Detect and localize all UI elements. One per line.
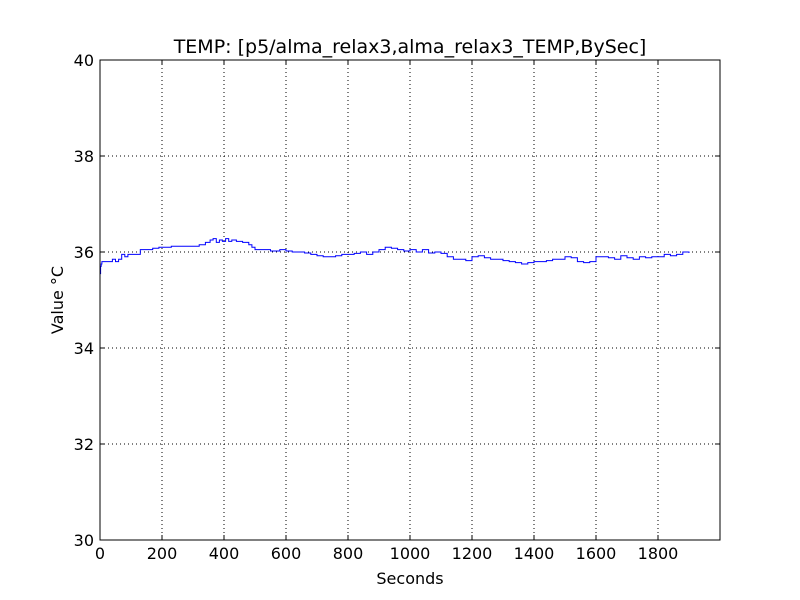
x-tick-label-4: 800 xyxy=(333,544,364,563)
grid-lines xyxy=(99,59,720,541)
series-layer xyxy=(100,238,690,275)
x-tick-label-5: 1000 xyxy=(390,544,431,563)
x-tick-label-9: 1800 xyxy=(638,544,679,563)
chart-title: TEMP: [p5/alma_relax3,alma_relax3_TEMP,B… xyxy=(173,36,647,58)
y-tick-label-5: 40 xyxy=(74,51,94,70)
x-tick-label-7: 1400 xyxy=(514,544,555,563)
x-tick-label-2: 400 xyxy=(209,544,240,563)
temperature-series-line xyxy=(100,238,690,275)
y-tick-label-3: 36 xyxy=(74,243,94,262)
x-tick-label-0: 0 xyxy=(95,544,105,563)
y-tick-label-4: 38 xyxy=(74,147,94,166)
x-tick-label-6: 1200 xyxy=(452,544,493,563)
x-tick-label-1: 200 xyxy=(147,544,178,563)
axis-ticks xyxy=(99,59,720,541)
x-axis-label: Seconds xyxy=(376,569,443,588)
y-axis-label: Value °C xyxy=(48,266,67,334)
y-tick-label-2: 34 xyxy=(74,339,94,358)
x-tick-labels: 0 200 400 600 800 1000 1200 1400 1600 1800 xyxy=(95,544,678,563)
x-tick-label-8: 1600 xyxy=(576,544,617,563)
x-tick-label-3: 600 xyxy=(271,544,302,563)
y-tick-labels: 30 32 34 36 38 40 xyxy=(74,51,94,550)
y-tick-label-1: 32 xyxy=(74,435,94,454)
y-tick-label-0: 30 xyxy=(74,531,94,550)
